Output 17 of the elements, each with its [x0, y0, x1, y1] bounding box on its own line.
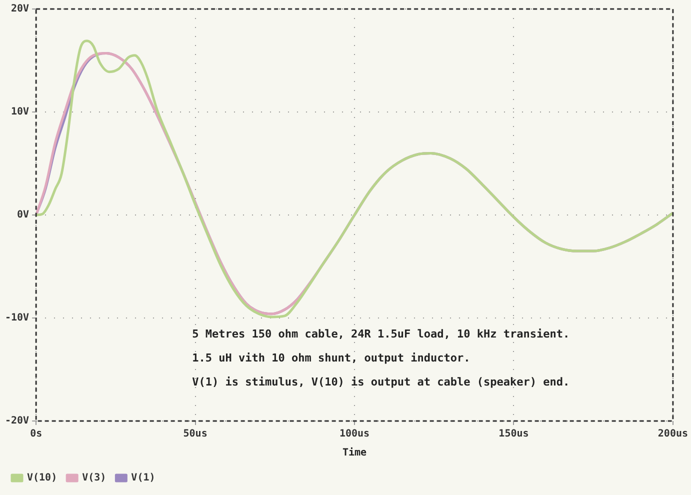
- y-tick-label: 0V: [17, 210, 30, 221]
- annotation: 1.5 uH vith 10 ohm shunt, output inductor.: [192, 351, 470, 364]
- x-tick-label: 200us: [658, 428, 688, 440]
- x-tick-label: 100us: [339, 428, 370, 440]
- y-tick-label: 20V: [11, 4, 30, 15]
- annotation: 5 Metres 150 ohm cable, 24R 1.5uF load, 10 kHz transient.: [192, 327, 570, 340]
- y-tick-label: -10V: [4, 312, 30, 324]
- y-tick-label: -20V: [4, 416, 30, 427]
- x-axis-title: Time: [342, 446, 367, 459]
- legend-label: V(3): [82, 472, 106, 484]
- legend-label: V(10): [27, 472, 58, 484]
- x-tick-label: 0s: [30, 428, 42, 440]
- annotation: V(1) is stimulus, V(10) is output at cable (speaker) end.: [192, 375, 570, 388]
- y-tick-label: 10V: [11, 106, 30, 118]
- x-tick-label: 50us: [183, 428, 208, 440]
- x-tick-label: 150us: [498, 428, 529, 440]
- legend-label: V(1): [131, 472, 156, 484]
